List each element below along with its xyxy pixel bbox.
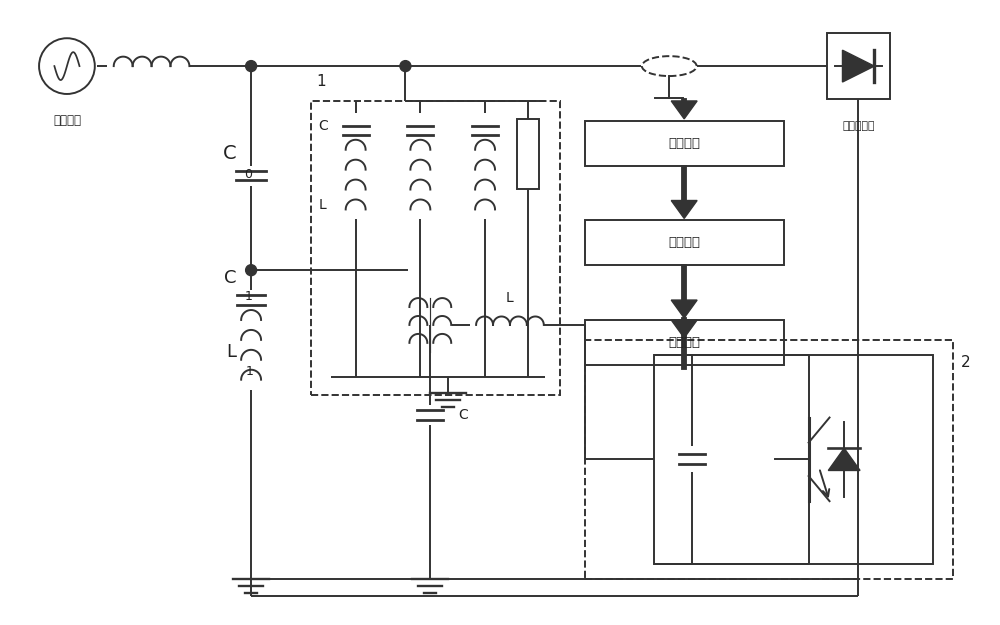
Bar [585,320,784,365]
Polygon shape [828,448,860,471]
Circle shape [246,61,257,72]
Circle shape [400,61,411,72]
Text: 控制电路: 控制电路 [668,236,700,249]
Text: L: L [506,291,514,305]
Polygon shape [671,201,697,218]
Polygon shape [671,101,697,119]
Text: 1: 1 [316,74,325,89]
Bar [517,119,539,189]
Text: 2: 2 [961,355,971,370]
Polygon shape [671,320,697,338]
Text: C: C [458,408,468,421]
Bar [827,33,890,99]
Text: 驱动电路: 驱动电路 [668,336,700,349]
Text: 交流电网: 交流电网 [53,114,81,127]
Text: C: C [318,119,328,133]
Circle shape [246,265,257,276]
Bar [585,121,784,166]
Text: 1: 1 [245,290,253,303]
Text: 0: 0 [244,168,252,181]
Bar [654,355,933,564]
Bar [311,101,560,394]
Text: 非线性负载: 非线性负载 [842,121,875,131]
Bar [585,221,784,265]
Text: C: C [223,144,236,163]
Text: 1: 1 [246,365,254,378]
Text: L: L [226,343,236,361]
Text: C: C [224,269,236,287]
Bar [585,340,953,579]
Text: 检测电路: 检测电路 [668,137,700,150]
Polygon shape [671,300,697,318]
Text: L: L [319,199,327,212]
Polygon shape [842,50,874,82]
